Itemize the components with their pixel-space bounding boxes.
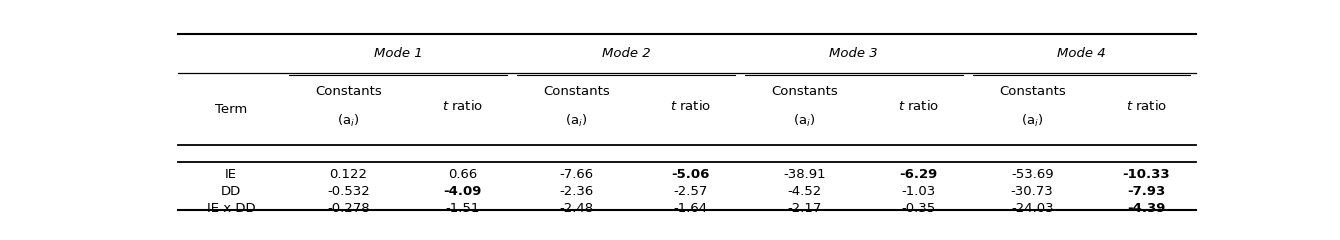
Text: 0.66: 0.66 <box>448 168 477 181</box>
Text: Constants: Constants <box>315 85 382 98</box>
Text: Term: Term <box>214 103 247 116</box>
Text: Mode 1: Mode 1 <box>374 47 422 60</box>
Text: Mode 2: Mode 2 <box>602 47 650 60</box>
Text: $t$ ratio: $t$ ratio <box>1126 99 1167 114</box>
Text: -38.91: -38.91 <box>783 168 825 181</box>
Text: IE: IE <box>225 168 237 181</box>
Text: Constants: Constants <box>770 85 838 98</box>
Text: -2.17: -2.17 <box>787 202 821 215</box>
Text: -4.09: -4.09 <box>444 185 481 198</box>
Text: Constants: Constants <box>998 85 1065 98</box>
Text: (a$_i$): (a$_i$) <box>338 113 359 129</box>
Text: (a$_i$): (a$_i$) <box>565 113 587 129</box>
Text: -4.39: -4.39 <box>1127 202 1166 215</box>
Text: (a$_i$): (a$_i$) <box>793 113 816 129</box>
Text: -0.35: -0.35 <box>900 202 935 215</box>
Text: 0.122: 0.122 <box>330 168 367 181</box>
Text: -24.03: -24.03 <box>1010 202 1053 215</box>
Text: -0.532: -0.532 <box>327 185 370 198</box>
Text: -1.64: -1.64 <box>673 202 708 215</box>
Text: $t$ ratio: $t$ ratio <box>898 99 939 114</box>
Text: -1.51: -1.51 <box>445 202 480 215</box>
Text: DD: DD <box>221 185 241 198</box>
Text: -53.69: -53.69 <box>1010 168 1053 181</box>
Text: -2.36: -2.36 <box>559 185 594 198</box>
Text: -7.93: -7.93 <box>1127 185 1166 198</box>
Text: IE x DD: IE x DD <box>206 202 255 215</box>
Text: Mode 3: Mode 3 <box>829 47 878 60</box>
Text: -4.52: -4.52 <box>787 185 821 198</box>
Text: -6.29: -6.29 <box>899 168 938 181</box>
Text: -5.06: -5.06 <box>671 168 710 181</box>
Text: -2.57: -2.57 <box>673 185 708 198</box>
Text: -1.03: -1.03 <box>900 185 935 198</box>
Text: Constants: Constants <box>543 85 610 98</box>
Text: -10.33: -10.33 <box>1123 168 1170 181</box>
Text: -2.48: -2.48 <box>559 202 594 215</box>
Text: Mode 4: Mode 4 <box>1057 47 1106 60</box>
Text: -7.66: -7.66 <box>559 168 594 181</box>
Text: (a$_i$): (a$_i$) <box>1021 113 1044 129</box>
Text: -0.278: -0.278 <box>327 202 370 215</box>
Text: $t$ ratio: $t$ ratio <box>442 99 484 114</box>
Text: -30.73: -30.73 <box>1010 185 1053 198</box>
Text: $t$ ratio: $t$ ratio <box>670 99 712 114</box>
